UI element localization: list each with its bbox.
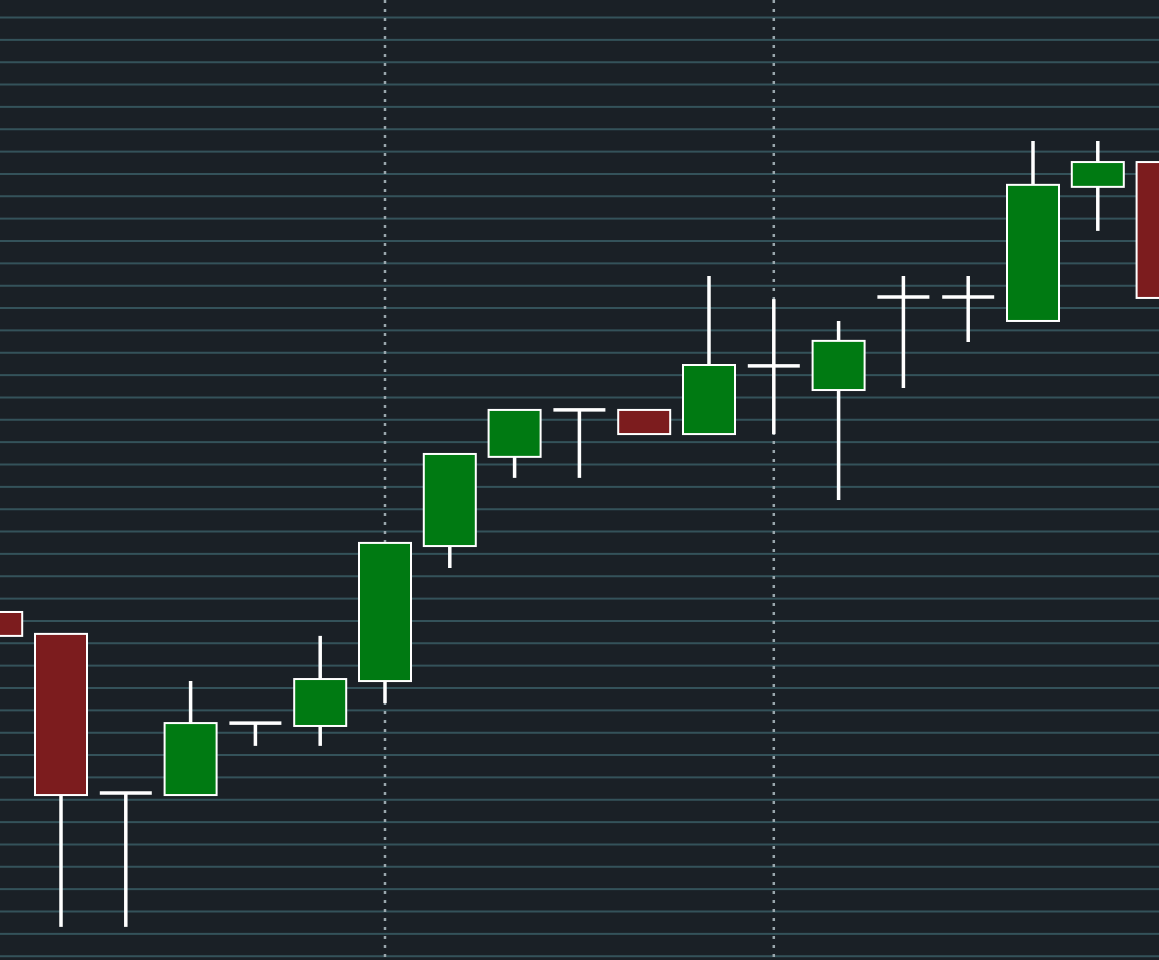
candle <box>293 635 348 746</box>
candle-body <box>163 722 218 797</box>
candle-body <box>293 678 348 727</box>
candle-body <box>0 610 24 637</box>
candle <box>422 452 477 568</box>
candle-body <box>682 364 736 436</box>
candle-body <box>358 541 412 683</box>
vertical-markers <box>383 0 776 960</box>
candle-body <box>1006 183 1060 322</box>
candle <box>1006 141 1060 322</box>
candle <box>34 632 88 927</box>
candle <box>229 721 282 746</box>
candle-body <box>1135 161 1159 299</box>
gridlines <box>0 16 1159 958</box>
candle-body <box>422 452 477 548</box>
candle-body <box>811 339 866 392</box>
candles <box>0 141 1159 927</box>
candle <box>487 408 542 478</box>
candle <box>553 408 606 478</box>
candle-body <box>34 632 88 797</box>
candle <box>358 541 412 703</box>
candle <box>1070 141 1125 231</box>
candle <box>682 276 736 436</box>
candle <box>877 276 930 389</box>
candle <box>617 408 672 436</box>
candle <box>0 610 24 637</box>
candle-body <box>1070 161 1125 188</box>
candle-body <box>487 408 542 458</box>
candle <box>163 681 218 797</box>
candle <box>747 299 800 435</box>
candle <box>99 791 152 927</box>
candle <box>1135 161 1159 299</box>
candle <box>942 276 995 342</box>
candle-body <box>617 408 672 436</box>
candle <box>811 320 866 501</box>
